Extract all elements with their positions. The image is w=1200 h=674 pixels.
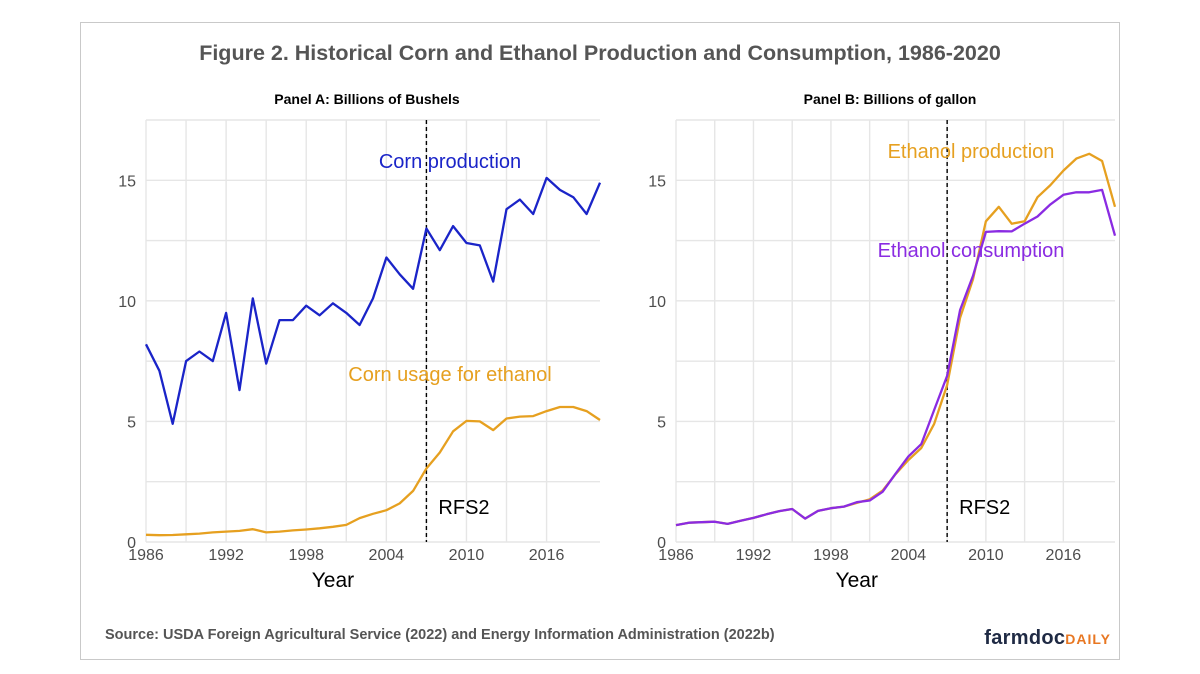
series-line-ethanol-production — [675, 152, 1117, 527]
series-label-corn-usage-for-ethanol: Corn usage for ethanol — [348, 364, 551, 386]
x-tick-label: 1998 — [813, 547, 849, 564]
logo-main: farmdoc — [984, 627, 1066, 649]
y-tick-label: 10 — [118, 294, 136, 311]
x-tick-label: 2016 — [1046, 547, 1082, 564]
y-tick-label: 10 — [648, 294, 666, 311]
source-note: Source: USDA Foreign Agricultural Servic… — [105, 627, 775, 643]
rfs2-label: RFS2 — [438, 497, 489, 519]
series-line-corn-production — [144, 176, 602, 425]
y-tick-label: 15 — [648, 173, 666, 190]
series-label-ethanol-production: Ethanol production — [888, 141, 1055, 163]
series-line-ethanol-consumption — [675, 188, 1117, 527]
series-line-corn-usage-for-ethanol — [145, 405, 601, 537]
x-tick-label: 1992 — [208, 547, 244, 564]
series-label-ethanol-consumption: Ethanol consumption — [878, 240, 1065, 262]
x-tick-label: 1992 — [736, 547, 772, 564]
x-tick-label: 2004 — [891, 547, 927, 564]
x-axis-title: Year — [836, 569, 878, 592]
x-tick-label: 1998 — [288, 547, 324, 564]
x-tick-label: 2004 — [369, 547, 405, 564]
x-tick-label: 1986 — [658, 547, 694, 564]
x-tick-label: 2010 — [449, 547, 485, 564]
farmdoc-daily-logo: farmdocDAILY — [984, 627, 1111, 650]
panel-title: Panel A: Billions of Bushels — [274, 91, 460, 107]
panel-title: Panel B: Billions of gallon — [804, 91, 977, 107]
x-tick-label: 2010 — [968, 547, 1004, 564]
x-axis-title: Year — [312, 569, 354, 592]
series-label-corn-production: Corn production — [379, 151, 521, 173]
x-tick-label: 2016 — [529, 547, 565, 564]
panel-a: Panel A: Billions of Bushels 1986 1992 1998… — [118, 91, 602, 592]
y-tick-label: 15 — [118, 173, 136, 190]
y-tick-label: 5 — [127, 414, 136, 431]
y-tick-label: 0 — [657, 535, 666, 552]
x-tick-label: 1986 — [128, 547, 164, 564]
y-tick-label: 0 — [127, 535, 136, 552]
figure-title: Figure 2. Historical Corn and Ethanol Pr… — [199, 41, 1001, 65]
y-tick-label: 5 — [657, 414, 666, 431]
panel-b: Panel B: Billions of gallon 1986 1992 1998 2… — [648, 91, 1117, 592]
logo-accent: DAILY — [1065, 631, 1111, 647]
rfs2-label: RFS2 — [959, 497, 1010, 519]
